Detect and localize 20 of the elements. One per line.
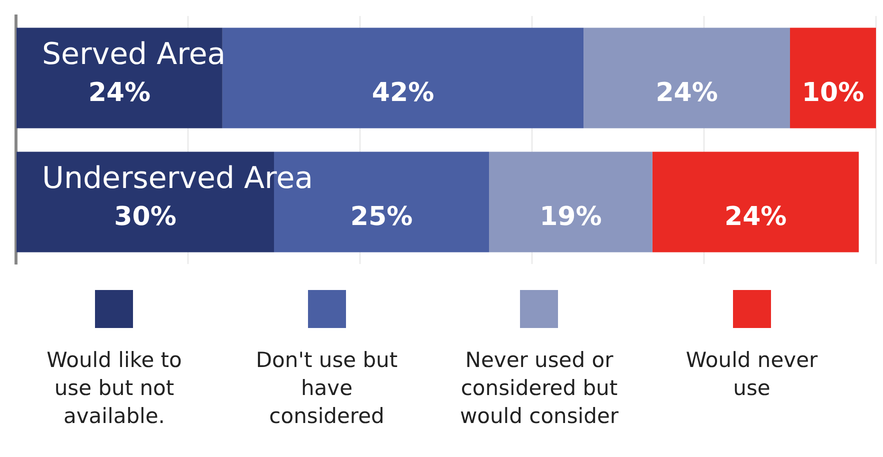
bar — [584, 28, 790, 128]
legend-label: Would never use — [684, 347, 819, 402]
data-label: 42% — [372, 78, 434, 108]
bar — [222, 28, 584, 128]
bar — [489, 152, 652, 252]
data-label: 19% — [540, 202, 602, 232]
data-label: 10% — [802, 78, 864, 108]
legend-label: Never used or considered but would consider — [458, 347, 620, 430]
legend-label: Don't use but have considered — [254, 347, 399, 430]
legend-label: Would like to use but not available. — [46, 347, 183, 430]
data-label: 24% — [88, 78, 151, 108]
data-label: 24% — [724, 202, 787, 232]
y-tick-label: Underserved Area — [42, 160, 314, 196]
bar — [16, 28, 222, 128]
data-label: 25% — [350, 202, 413, 232]
data-label: 30% — [114, 202, 176, 232]
y-tick-label: Served Area — [42, 36, 226, 72]
data-label: 24% — [656, 78, 718, 108]
bar — [652, 152, 859, 252]
bar — [790, 28, 876, 128]
